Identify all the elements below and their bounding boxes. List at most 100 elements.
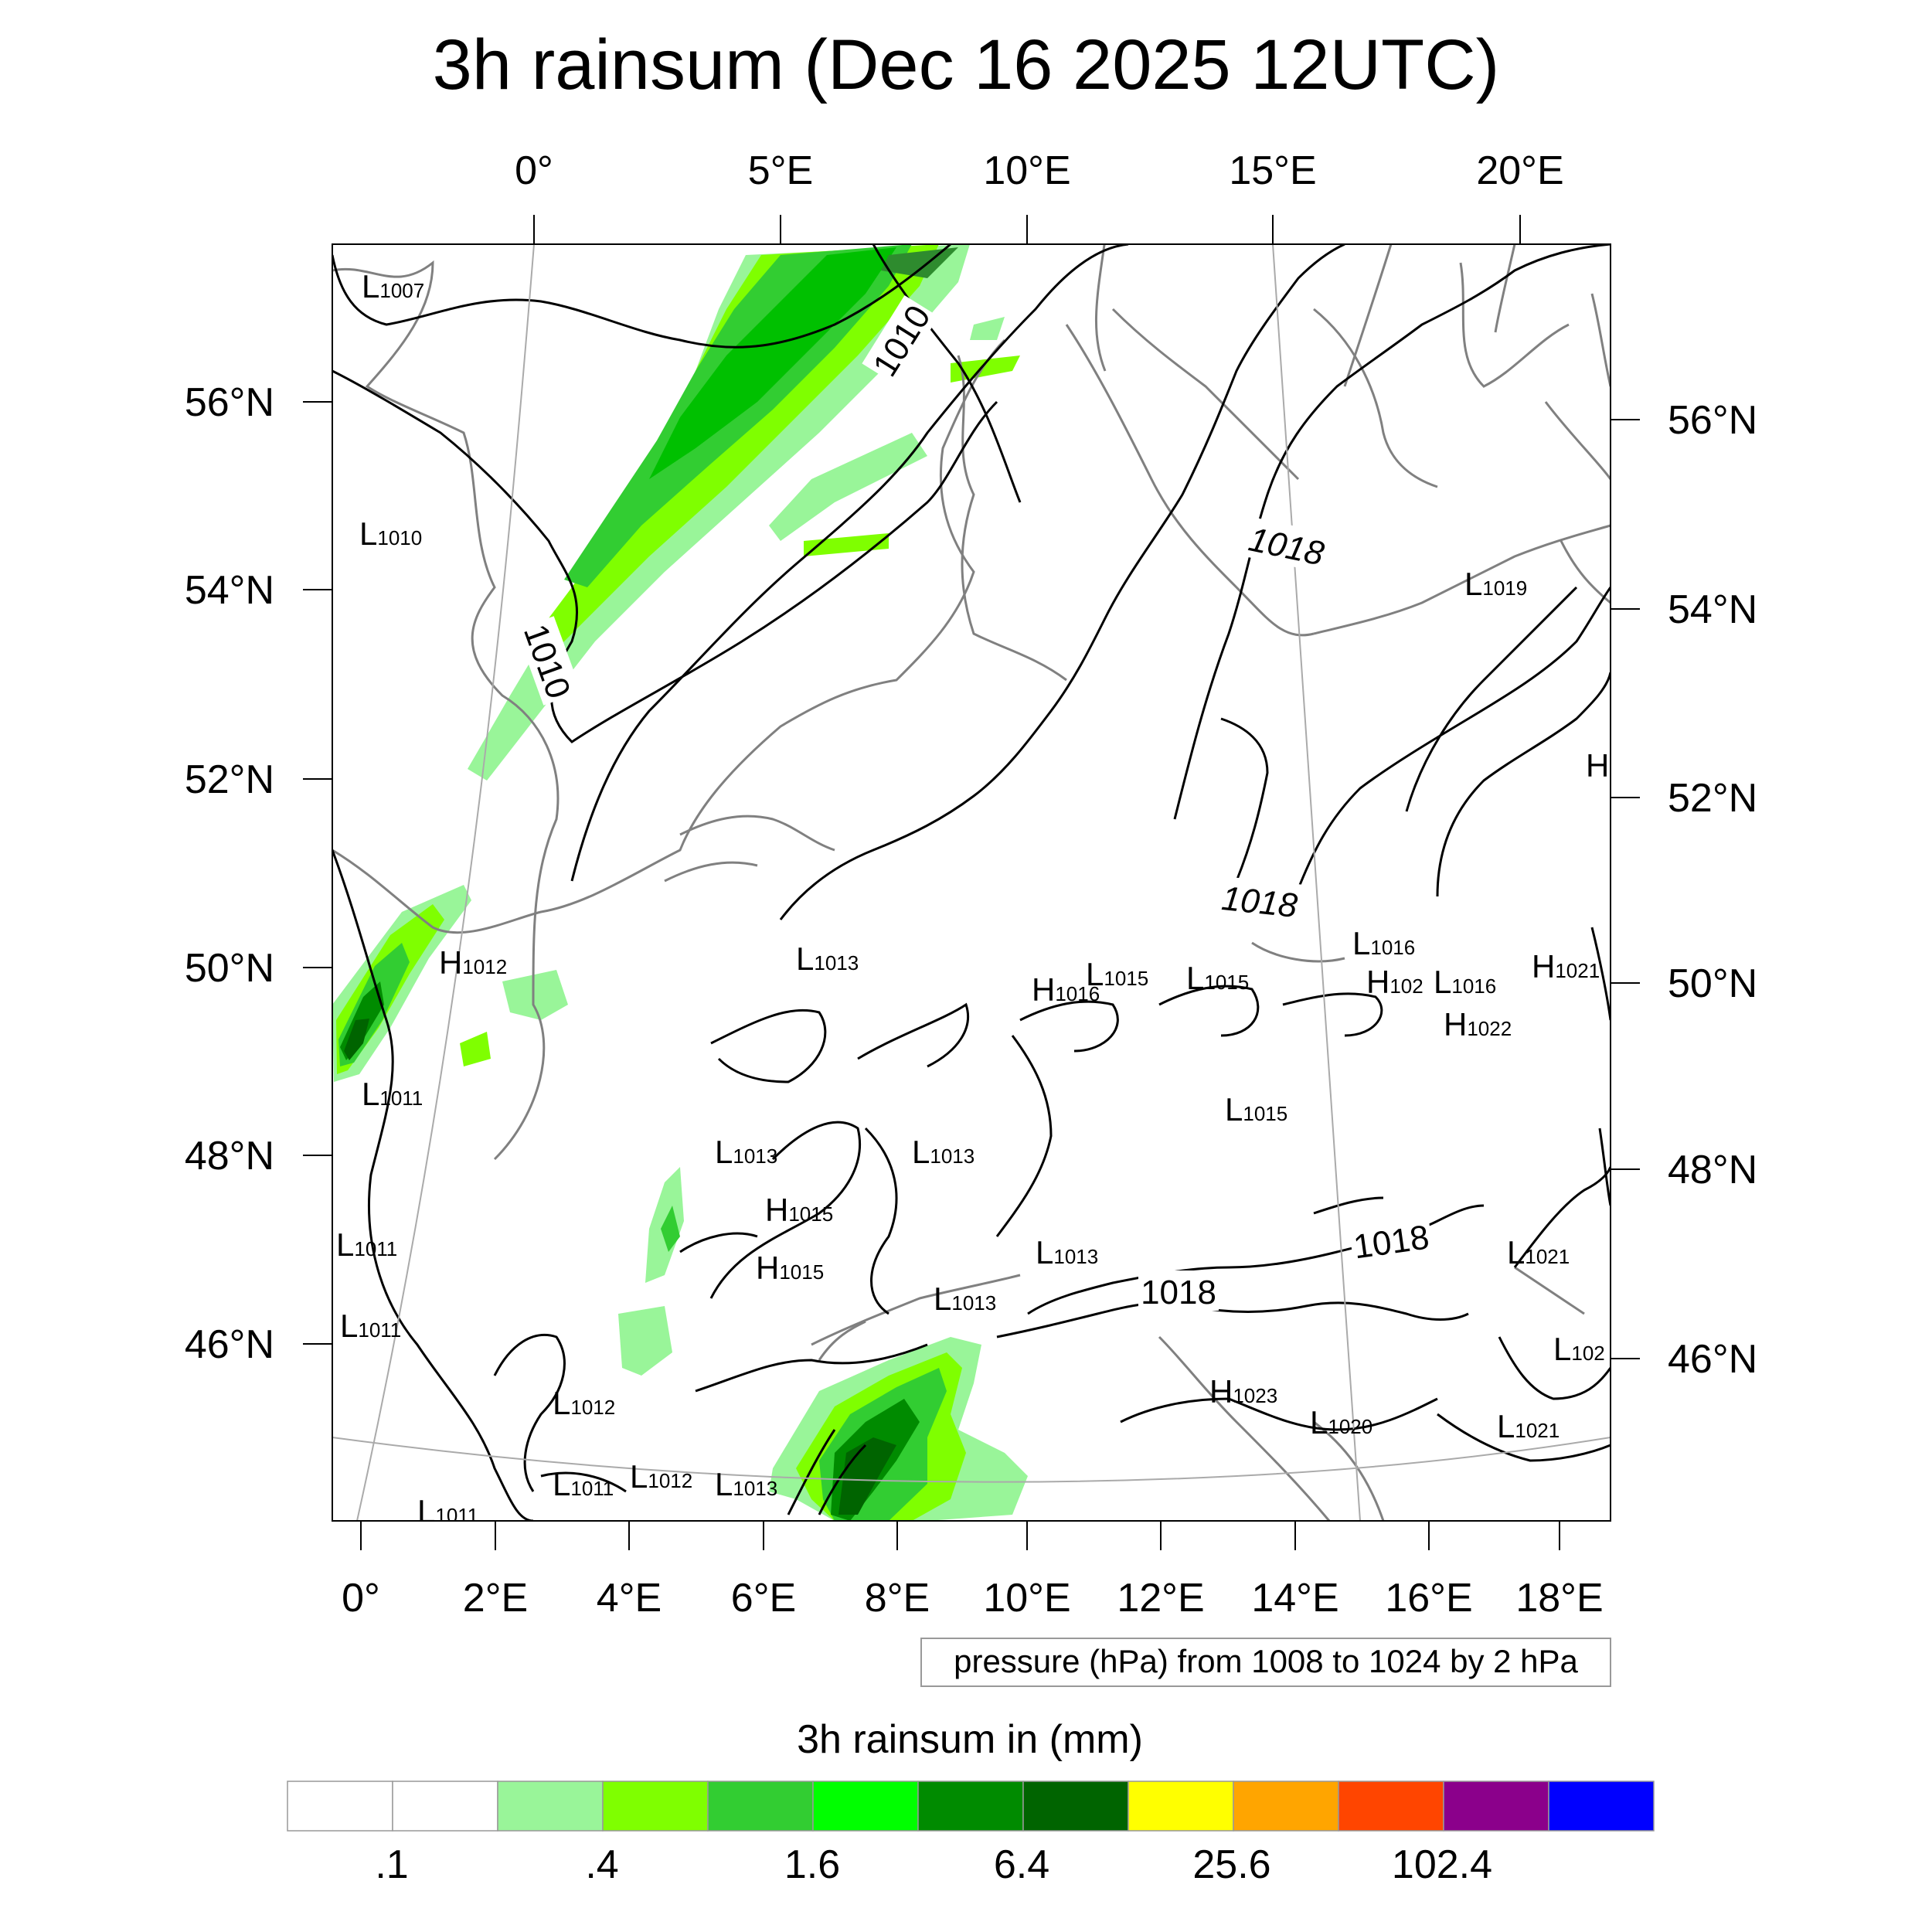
pressure-center: L1016 — [1434, 964, 1496, 1000]
tick-label: 52°N — [185, 757, 274, 802]
pressure-center: H1012 — [439, 944, 507, 981]
colorbar — [287, 1781, 1655, 1832]
tick-label: 50°N — [1668, 961, 1757, 1006]
colorbar-labels: .1 .4 1.6 6.4 25.6 102.4 — [375, 1842, 1492, 1887]
pressure-center: L1013 — [934, 1281, 996, 1317]
tick-label: 56°N — [1668, 398, 1757, 443]
tick-label: 14°E — [1251, 1576, 1338, 1621]
pressure-center: H1015 — [765, 1192, 833, 1228]
isobar-label: 1018 — [1141, 1274, 1216, 1311]
colorbar-label: 1.6 — [784, 1842, 840, 1887]
colorbar-title: 3h rainsum in (mm) — [797, 1717, 1143, 1762]
colorbar-swatch — [1022, 1781, 1129, 1832]
tick-label: 18°E — [1515, 1576, 1603, 1621]
tick-label: 12°E — [1117, 1576, 1204, 1621]
colorbar-swatch — [602, 1781, 709, 1832]
colorbar-label: 25.6 — [1192, 1842, 1270, 1887]
pressure-center: L102 — [1553, 1331, 1605, 1367]
colorbar-label: 102.4 — [1392, 1842, 1492, 1887]
colorbar-swatch — [1128, 1781, 1234, 1832]
colorbar-swatch — [392, 1781, 498, 1832]
pressure-center: L1011 — [340, 1308, 401, 1344]
colorbar-swatch — [497, 1781, 604, 1832]
tick-label: 50°N — [185, 946, 274, 991]
pressure-center: H102 — [1366, 964, 1423, 1000]
tick-label: 46°N — [1668, 1337, 1757, 1382]
pressure-center: L1012 — [553, 1385, 615, 1421]
pressure-center: L1013 — [715, 1466, 777, 1502]
pressure-center: L1016 — [1352, 925, 1415, 961]
colorbar-label: .1 — [375, 1842, 408, 1887]
colorbar-swatch — [1233, 1781, 1339, 1832]
colorbar-label: 6.4 — [994, 1842, 1049, 1887]
pressure-center: L1012 — [630, 1458, 692, 1495]
pressure-center: H1021 — [1532, 948, 1600, 985]
pressure-center: H1016 — [1032, 971, 1100, 1008]
isobars — [332, 244, 1611, 1521]
graticule — [332, 244, 1611, 1521]
pressure-center: L1020 — [1310, 1404, 1372, 1440]
map-title: 3h rainsum (Dec 16 2025 12UTC) — [433, 26, 1500, 104]
tick-label: 54°N — [1668, 587, 1757, 632]
pressure-center: L1011 — [362, 1076, 423, 1112]
pressure-center: L1011 — [336, 1226, 397, 1263]
top-lon-labels: 0° 5°E 10°E 15°E 20°E — [515, 148, 1564, 193]
pressure-center: L1015 — [1186, 960, 1249, 996]
colorbar-swatch — [917, 1781, 1024, 1832]
pressure-center: L1013 — [912, 1134, 975, 1170]
axis-ticks — [303, 215, 1640, 1550]
pressure-center: L1011 — [553, 1466, 614, 1502]
tick-label: 48°N — [185, 1134, 274, 1179]
colorbar-swatch — [287, 1781, 393, 1832]
pressure-center: L1013 — [796, 940, 859, 977]
pressure-center: L1015 — [1225, 1091, 1287, 1128]
pressure-centers: L1007 L1010 L1019 H1012 L1011 L1013 H101… — [336, 268, 1609, 1529]
tick-label: 48°N — [1668, 1148, 1757, 1192]
tick-label: 56°N — [185, 380, 274, 425]
isobar-label: 1018 — [1220, 879, 1300, 925]
contour-info-box — [920, 1638, 1611, 1687]
right-lat-labels: 56°N 54°N 52°N 50°N 48°N 46°N — [1668, 398, 1757, 1382]
tick-label: 2°E — [463, 1576, 528, 1621]
pressure-center: L1021 — [1507, 1234, 1570, 1270]
tick-label: 46°N — [185, 1322, 274, 1367]
precip-alps — [618, 1167, 1028, 1521]
tick-label: 20°E — [1476, 148, 1563, 193]
pressure-center: L1013 — [1036, 1234, 1098, 1270]
colorbar-swatch — [707, 1781, 814, 1832]
pressure-center: H1015 — [756, 1250, 824, 1286]
tick-label: 5°E — [748, 148, 813, 193]
contour-info-text: pressure (hPa) from 1008 to 1024 by 2 hP… — [954, 1643, 1578, 1679]
colorbar-label: .4 — [585, 1842, 618, 1887]
precip-channel — [332, 885, 568, 1082]
pressure-center: H1022 — [1444, 1006, 1512, 1043]
tick-label: 6°E — [731, 1576, 796, 1621]
colorbar-swatch — [812, 1781, 919, 1832]
pressure-center: H1023 — [1209, 1373, 1277, 1410]
precip-band-north — [468, 244, 1020, 781]
pressure-center: L1011 — [417, 1493, 478, 1529]
left-lat-labels: 56°N 54°N 52°N 50°N 48°N 46°N — [185, 380, 274, 1367]
map-area: 1010 1010 1018 1018 1018 1018 — [332, 244, 1611, 1529]
tick-label: 0° — [515, 148, 553, 193]
map-border — [332, 243, 1611, 1522]
tick-label: 10°E — [983, 148, 1070, 193]
colorbar-swatch — [1443, 1781, 1549, 1832]
pressure-center: L1021 — [1497, 1408, 1560, 1444]
tick-label: 16°E — [1385, 1576, 1472, 1621]
tick-label: 8°E — [865, 1576, 930, 1621]
pressure-center: L1013 — [715, 1134, 777, 1170]
colorbar-swatch — [1338, 1781, 1444, 1832]
colorbar-swatch — [1548, 1781, 1655, 1832]
bottom-lon-labels: 0° 2°E 4°E 6°E 8°E 10°E 12°E 14°E 16°E 1… — [342, 1576, 1604, 1621]
pressure-center: L1007 — [362, 268, 424, 304]
pressure-center: L1015 — [1086, 956, 1148, 992]
tick-label: 15°E — [1229, 148, 1316, 193]
tick-label: 10°E — [983, 1576, 1070, 1621]
pressure-center: L1010 — [359, 515, 422, 552]
tick-label: 52°N — [1668, 776, 1757, 821]
pressure-center: L1019 — [1464, 566, 1527, 602]
tick-label: 54°N — [185, 568, 274, 613]
tick-label: 4°E — [597, 1576, 662, 1621]
